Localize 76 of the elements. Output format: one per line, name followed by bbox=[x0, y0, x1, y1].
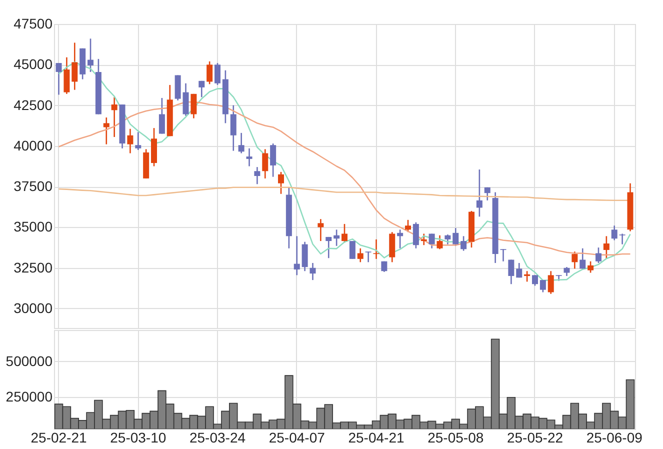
candlestick bbox=[603, 236, 610, 260]
candlestick bbox=[412, 222, 419, 249]
candlestick bbox=[373, 238, 380, 260]
candlestick bbox=[88, 38, 94, 73]
candlestick bbox=[524, 270, 530, 282]
x-tick-label: 25-04-07 bbox=[268, 430, 326, 446]
candlestick bbox=[476, 168, 482, 218]
candlestick bbox=[238, 132, 244, 154]
candlestick bbox=[318, 218, 324, 242]
candlestick bbox=[540, 279, 546, 293]
candlestick bbox=[444, 234, 451, 245]
candlestick bbox=[72, 42, 78, 90]
candlestick bbox=[158, 97, 165, 134]
x-tick-label: 25-03-10 bbox=[110, 430, 166, 446]
y-tick-label: 40000 bbox=[14, 137, 53, 154]
y-tick-label: 35000 bbox=[14, 218, 53, 235]
x-tick-label: 25-04-21 bbox=[348, 430, 404, 446]
candlestick bbox=[484, 186, 490, 202]
candlestick bbox=[357, 248, 364, 263]
candlestick bbox=[548, 270, 554, 295]
candlestick bbox=[103, 116, 110, 145]
y-tick-label: 37500 bbox=[14, 178, 53, 194]
y-tick-label: 30000 bbox=[14, 300, 53, 316]
candlestick bbox=[64, 56, 70, 95]
candlestick bbox=[214, 62, 221, 86]
candlestick bbox=[349, 240, 356, 260]
y-tick-label: 250000 bbox=[6, 388, 53, 404]
candlestick bbox=[135, 131, 142, 151]
candlestick bbox=[404, 219, 411, 233]
candlestick bbox=[302, 241, 308, 272]
y-tick-label: 32500 bbox=[14, 259, 53, 276]
candlestick bbox=[342, 223, 348, 244]
y-tick-label: 42500 bbox=[14, 96, 53, 113]
candlestick bbox=[572, 250, 578, 270]
x-tick-label: 25-05-08 bbox=[428, 430, 484, 446]
candlestick bbox=[198, 80, 205, 98]
candlestick bbox=[532, 274, 538, 286]
candlestick bbox=[246, 148, 252, 167]
candlestick bbox=[516, 262, 522, 278]
candlestick bbox=[595, 246, 602, 264]
candlestick bbox=[460, 236, 467, 252]
candlestick bbox=[294, 236, 300, 276]
y-tick-label: 47500 bbox=[14, 16, 53, 32]
candlestick bbox=[508, 259, 514, 285]
candlestick bbox=[389, 231, 396, 263]
candlestick bbox=[420, 233, 427, 246]
x-tick-label: 25-05-22 bbox=[506, 430, 564, 446]
candlestick bbox=[334, 228, 340, 247]
candlestick bbox=[365, 250, 372, 263]
candlestick bbox=[111, 96, 118, 138]
candlestick bbox=[611, 224, 618, 241]
candlestick bbox=[452, 227, 459, 247]
candlestick bbox=[397, 228, 404, 249]
candlestick bbox=[174, 74, 181, 102]
candlestick bbox=[190, 93, 197, 119]
x-tick-label: 25-06-09 bbox=[586, 430, 643, 446]
y-tick-label: 45000 bbox=[14, 56, 53, 72]
candlestick bbox=[254, 166, 260, 185]
x-tick-label: 25-03-24 bbox=[189, 430, 246, 446]
candlestick bbox=[619, 233, 626, 245]
y-tick-label: 500000 bbox=[6, 352, 53, 369]
candlestick bbox=[206, 60, 213, 85]
x-tick-label: 25-02-21 bbox=[30, 430, 87, 446]
candlestick bbox=[182, 82, 189, 116]
candlestick bbox=[278, 171, 284, 195]
candlestick bbox=[56, 62, 62, 96]
candlestick bbox=[262, 148, 268, 180]
candlestick bbox=[580, 248, 586, 270]
candlestick bbox=[127, 128, 134, 154]
candlestick bbox=[270, 142, 276, 178]
candlestick bbox=[230, 104, 236, 152]
candlestick bbox=[588, 260, 594, 274]
candlestick bbox=[326, 236, 332, 259]
candlestick bbox=[428, 233, 435, 249]
candlestick bbox=[436, 234, 443, 250]
candlestick bbox=[310, 262, 316, 281]
